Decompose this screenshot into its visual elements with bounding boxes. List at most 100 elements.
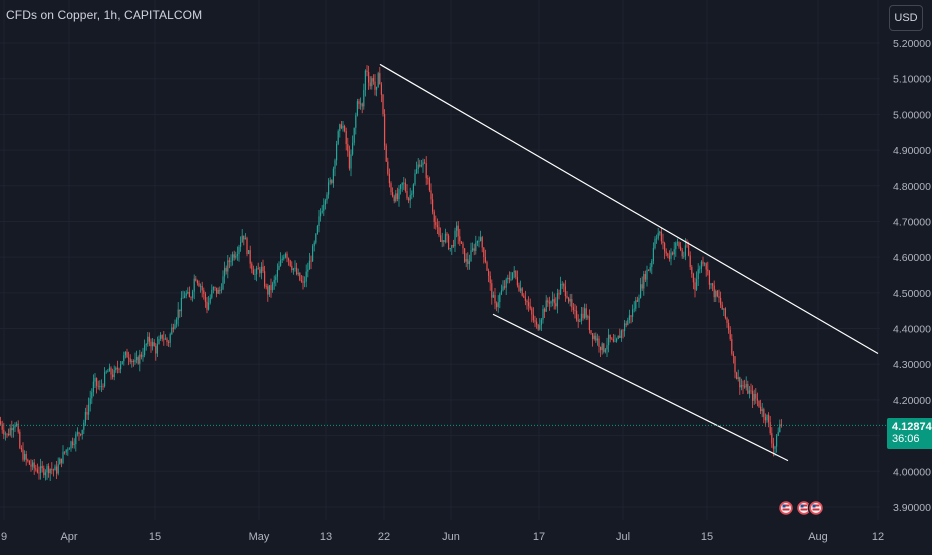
candle [515, 270, 517, 280]
candle [660, 228, 662, 245]
candle [531, 306, 533, 323]
candle [166, 337, 168, 346]
candle [656, 234, 658, 244]
candle [284, 252, 286, 259]
candle [700, 260, 702, 273]
candle [4, 431, 6, 441]
y-tick-label: 4.70000 [893, 216, 931, 228]
candle [256, 265, 258, 282]
candle [328, 178, 330, 199]
x-tick-label: 13 [320, 531, 332, 543]
candle [521, 287, 523, 297]
candle [532, 307, 534, 323]
candle [163, 330, 165, 346]
y-tick-label: 5.00000 [893, 109, 931, 121]
candle [624, 319, 626, 337]
candle [644, 270, 646, 283]
candle [75, 431, 77, 452]
candle [740, 378, 742, 391]
candle [550, 300, 552, 308]
trendlines[interactable] [379, 63, 879, 462]
candle [766, 414, 768, 423]
candle [171, 323, 173, 335]
candle [507, 274, 509, 284]
candle [457, 221, 459, 245]
candle [491, 279, 493, 305]
candle [211, 284, 213, 300]
candle [571, 293, 573, 312]
candle [680, 242, 682, 252]
candle [641, 276, 643, 292]
candle [28, 460, 30, 465]
y-tick-label: 4.00000 [893, 466, 931, 478]
candle [321, 205, 323, 214]
candle [219, 286, 221, 295]
candle [486, 260, 488, 271]
candle [142, 347, 144, 362]
candle [70, 440, 72, 452]
candle [289, 259, 291, 268]
candle [270, 278, 272, 298]
candle [424, 159, 426, 164]
candle [385, 143, 387, 162]
candle [43, 465, 45, 478]
candle [528, 296, 530, 312]
event-flag-icon[interactable] [807, 499, 825, 517]
last-price-value: 4.12874 [892, 421, 932, 433]
candle [267, 283, 269, 302]
candle [748, 385, 750, 399]
candle [364, 69, 366, 97]
candle [27, 458, 29, 463]
candle [667, 252, 669, 259]
candle [132, 359, 134, 367]
x-tick-label: Jun [442, 531, 460, 543]
trendline-2[interactable] [492, 313, 789, 462]
candle [467, 252, 469, 270]
candle [411, 190, 413, 200]
candle [400, 183, 402, 195]
candles [0, 65, 782, 481]
candle [497, 295, 499, 313]
candle [195, 275, 197, 282]
event-flag-icon[interactable] [795, 499, 813, 517]
x-tick-label: May [249, 531, 270, 543]
candle [84, 407, 86, 427]
candle [129, 354, 131, 365]
candle [8, 428, 10, 437]
candle [260, 262, 262, 280]
candle [184, 291, 186, 299]
candle [19, 429, 21, 450]
candle [422, 158, 424, 173]
candle [643, 270, 645, 296]
candle [537, 323, 539, 331]
y-tick-label: 4.50000 [893, 288, 931, 300]
candle [139, 349, 141, 372]
candle [561, 281, 563, 289]
candle [659, 230, 661, 236]
candle [62, 445, 64, 465]
candle [257, 262, 259, 270]
candle [724, 307, 726, 320]
currency-button[interactable]: USD [889, 5, 923, 31]
candle [721, 301, 723, 310]
candle [545, 295, 547, 312]
candle [358, 98, 360, 109]
candle [187, 287, 189, 295]
x-tick-label: Jul [616, 531, 630, 543]
candle [697, 263, 699, 286]
candle [100, 379, 102, 392]
candle [635, 296, 637, 312]
event-markers[interactable] [777, 499, 825, 517]
candle [296, 262, 298, 276]
x-axis[interactable]: 9 Apr 15 May 13 22 Jun 17 Jul 15 Aug 12 [1, 531, 884, 543]
candle [201, 281, 203, 298]
candle [14, 422, 16, 433]
candle [596, 333, 598, 346]
candle [395, 189, 397, 203]
candle [152, 338, 154, 351]
candle [603, 343, 605, 354]
trendline-1[interactable] [379, 63, 879, 355]
event-flag-icon[interactable] [777, 499, 795, 517]
